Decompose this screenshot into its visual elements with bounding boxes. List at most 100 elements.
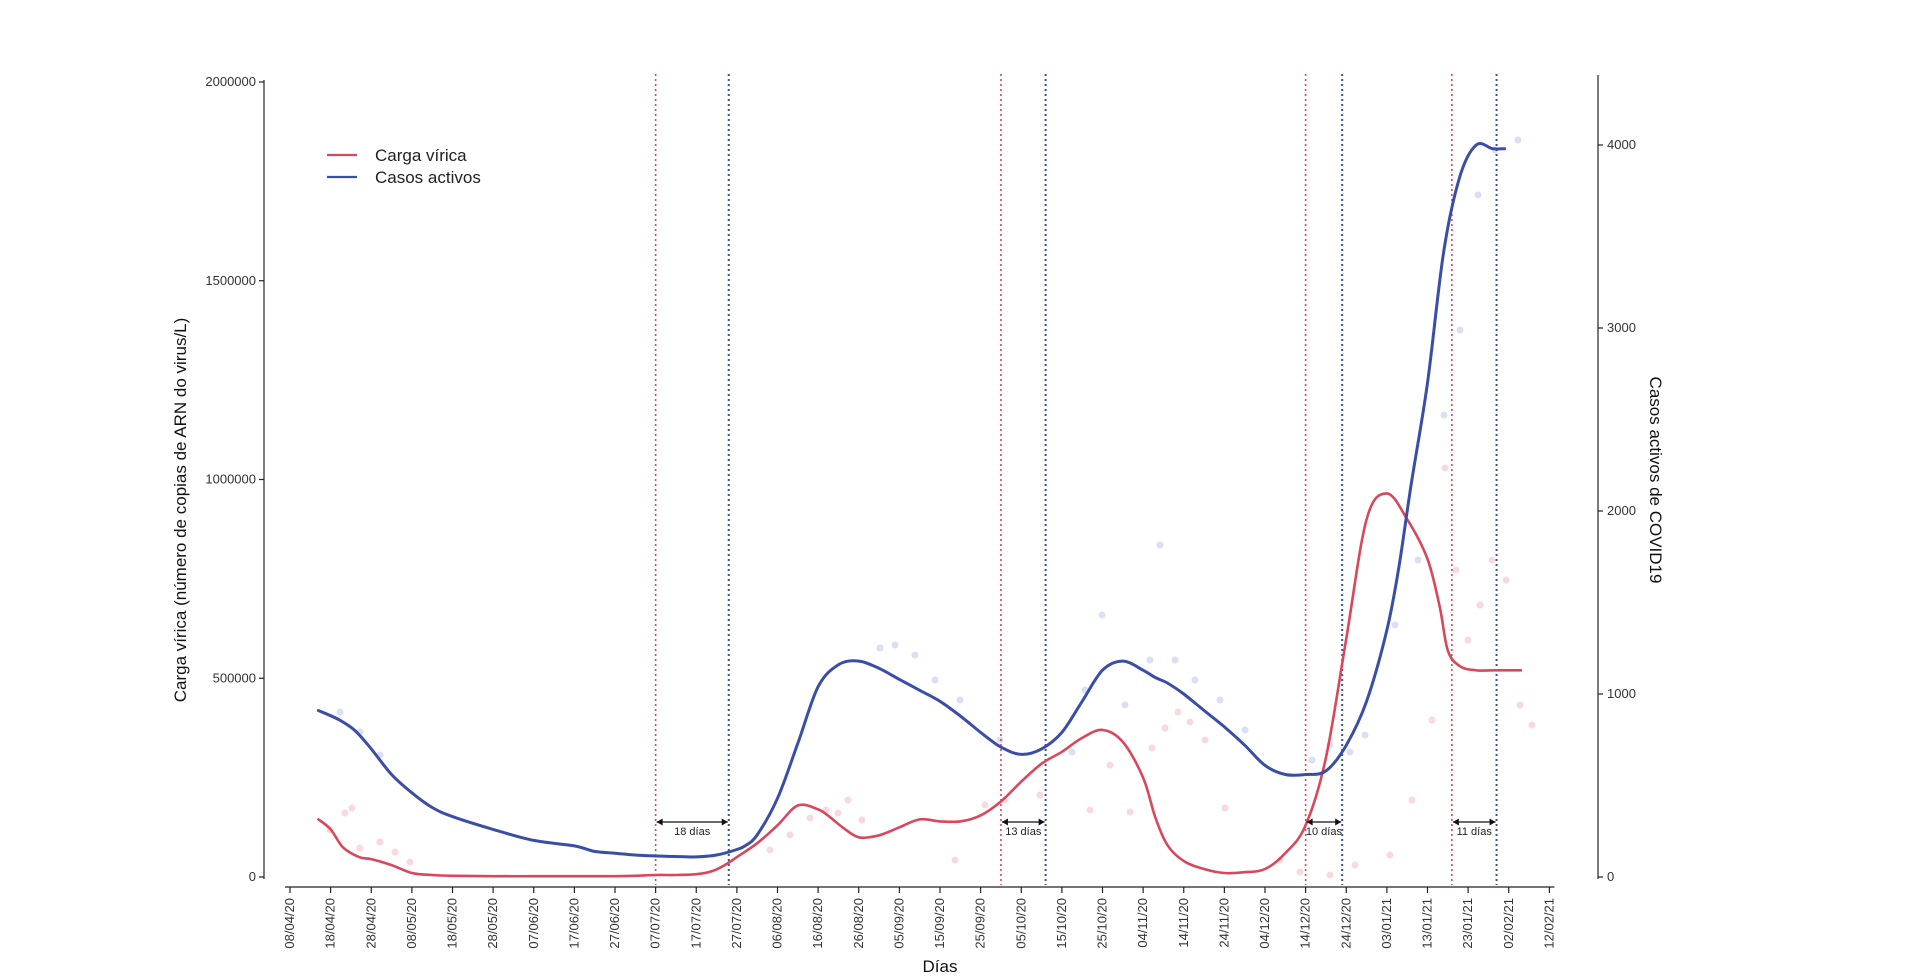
lag-arrowhead-right [1489, 818, 1496, 826]
scatter-point [1428, 716, 1436, 724]
x-tick-label: 23/01/21 [1460, 898, 1475, 949]
x-tick-label: 06/08/20 [770, 898, 785, 949]
scatter-point [356, 844, 364, 852]
lag-arrowhead-left [1001, 818, 1008, 826]
scatter-point [1474, 191, 1482, 199]
scatter-point [1161, 724, 1169, 732]
lag-marker-lines [654, 74, 1498, 885]
x-tick-label: 25/09/20 [973, 898, 988, 949]
scatter-point [1036, 791, 1044, 799]
x-tick-label: 04/12/20 [1257, 898, 1272, 949]
scatter-point [1191, 676, 1199, 684]
x-tick-label: 07/07/20 [648, 898, 663, 949]
scatter-point [1098, 611, 1106, 619]
lag-label: 10 días [1306, 826, 1343, 838]
x-tick-label: 05/09/20 [891, 898, 906, 949]
y-axis-left-title: Carga vírica (número de copias de ARN do… [171, 318, 190, 703]
lag-label: 18 días [674, 826, 711, 838]
scatter-point [1148, 744, 1156, 752]
scatter-point [1221, 804, 1229, 812]
scatter-point [1514, 136, 1522, 144]
scatter-point [1464, 636, 1472, 644]
x-tick-label: 18/05/20 [445, 898, 460, 949]
x-tick-label: 05/10/20 [1013, 898, 1028, 949]
y-left-tick-label: 1500000 [205, 273, 256, 288]
scatter-point [1516, 701, 1524, 709]
legend-label-casos: Casos activos [375, 168, 481, 187]
scatter-point [391, 848, 399, 856]
x-tick-label: 25/10/20 [1095, 898, 1110, 949]
scatter-point [1528, 721, 1536, 729]
lag-annotations: 18 días 13 días 10 días 11 días [656, 818, 1496, 838]
scatter-point [1186, 718, 1194, 726]
lag-label: 13 días [1005, 826, 1042, 838]
x-tick-label: 28/04/20 [363, 898, 378, 949]
y-right-tick-label: 0 [1607, 869, 1614, 884]
scatter-point [1216, 696, 1224, 704]
scatter-point [1414, 556, 1422, 564]
x-tick-label: 14/11/20 [1176, 898, 1191, 948]
scatter-point [834, 809, 842, 817]
scatter-point [1346, 748, 1354, 756]
x-axis-title: Días [923, 957, 958, 976]
x-tick-label: 27/07/20 [729, 898, 744, 949]
lag-label: 11 días [1457, 826, 1493, 838]
scatter-points [326, 136, 1536, 879]
x-tick-label: 15/10/20 [1054, 898, 1069, 949]
scatter-point [348, 804, 356, 812]
scatter-point [806, 814, 814, 822]
y-right-tick-label: 2000 [1607, 503, 1636, 518]
y-left-tick-label: 500000 [213, 670, 256, 685]
x-tick-label: 14/12/20 [1298, 898, 1313, 949]
scatter-point [1408, 796, 1416, 804]
carga-virica-line [317, 492, 1523, 878]
scatter-point [1086, 806, 1094, 814]
scatter-point [956, 696, 964, 704]
scatter-point [1126, 808, 1134, 816]
scatter-point [1351, 861, 1359, 869]
scatter-point [1146, 656, 1154, 664]
lag-arrowhead-left [1306, 818, 1313, 826]
scatter-point [1386, 851, 1394, 859]
scatter-point [911, 651, 919, 659]
scatter-point [786, 831, 794, 839]
x-tick-label: 03/01/21 [1379, 898, 1394, 949]
scatter-point [1296, 868, 1304, 876]
lag-arrowhead-left [1452, 818, 1459, 826]
scatter-point [1106, 761, 1114, 769]
scatter-point [766, 846, 774, 854]
x-tick-label: 07/06/20 [526, 898, 541, 949]
scatter-point [931, 676, 939, 684]
scatter-point [1308, 756, 1316, 764]
x-tick-label: 28/05/20 [485, 898, 500, 949]
x-tick-label: 15/09/20 [932, 898, 947, 949]
scatter-point [1201, 736, 1209, 744]
x-tick-label: 12/02/21 [1541, 898, 1556, 949]
x-tick-label: 08/04/20 [282, 898, 297, 949]
scatter-point [1391, 621, 1399, 629]
scatter-point [1441, 464, 1449, 472]
x-tick-label: 08/05/20 [404, 898, 419, 949]
lag-arrowhead-right [721, 818, 728, 826]
series-lines [316, 142, 1523, 878]
x-tick-label: 26/08/20 [851, 898, 866, 949]
x-tick-label: 24/12/20 [1338, 898, 1353, 949]
y-right-tick-label: 1000 [1607, 686, 1636, 701]
scatter-point [1068, 748, 1076, 756]
legend: Carga vírica Casos activos [327, 146, 481, 187]
x-tick-label: 02/02/21 [1501, 898, 1516, 949]
x-tick-label: 16/08/20 [810, 898, 825, 949]
scatter-point [1326, 871, 1334, 879]
lag-arrowhead-right [1335, 818, 1342, 826]
y-axis-right-title: Casos activos de COVID19 [1646, 377, 1665, 584]
x-tick-label: 18/04/20 [323, 898, 338, 949]
scatter-point [341, 809, 349, 817]
scatter-point [891, 641, 899, 649]
y-right-tick-label: 4000 [1607, 137, 1636, 152]
scatter-point [951, 856, 959, 864]
casos-activos-line [316, 142, 1507, 859]
axes: 0 500000 1000000 1500000 2000000 0 1000 2000 300… [205, 74, 1636, 949]
scatter-point [1361, 731, 1369, 739]
x-tick-label: 04/11/20 [1135, 898, 1150, 948]
scatter-point [858, 816, 866, 824]
